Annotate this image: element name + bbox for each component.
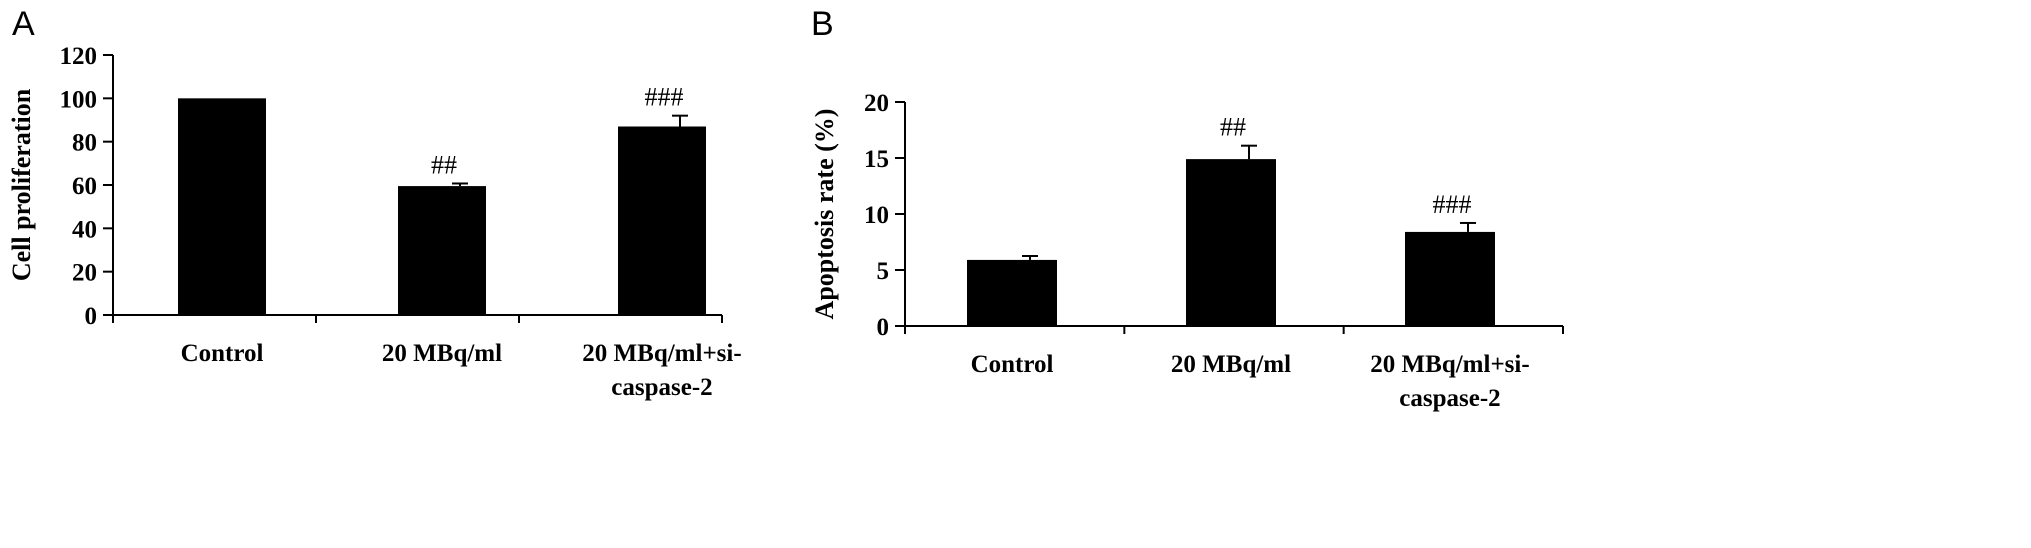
x-category-label: caspase-2: [1399, 385, 1500, 412]
y-tick-label: 10: [864, 202, 889, 229]
x-category-label: 20 MBq/ml: [382, 340, 502, 367]
bar: [178, 98, 266, 315]
significance-label: ###: [1433, 190, 1472, 219]
y-tick-label: 40: [72, 216, 97, 243]
y-tick-label: 0: [85, 303, 98, 330]
y-tick-label: 0: [877, 314, 890, 341]
bar: [1186, 159, 1276, 326]
significance-label: ##: [1220, 113, 1246, 142]
x-category-label: 20 MBq/ml+si-: [1370, 351, 1529, 378]
y-tick-label: 80: [72, 130, 97, 157]
bar: [967, 259, 1057, 326]
y-axis-title: Apoptosis rate (%): [810, 109, 839, 320]
panel-label: A: [12, 5, 35, 43]
y-tick-label: 20: [864, 90, 889, 117]
significance-label: ###: [645, 83, 684, 112]
y-tick-label: 5: [877, 258, 890, 285]
bar: [1405, 231, 1495, 326]
y-tick-label: 15: [864, 146, 889, 173]
y-tick-label: 100: [60, 86, 98, 113]
panel-label: B: [811, 5, 834, 43]
y-axis-title: Cell proliferation: [7, 88, 36, 281]
y-tick-label: 120: [60, 43, 98, 70]
bar: [398, 186, 486, 315]
y-tick-label: 20: [72, 260, 97, 287]
significance-label: ##: [431, 150, 457, 179]
x-category-label: Control: [181, 340, 264, 367]
x-category-label: Control: [971, 351, 1054, 378]
bar: [618, 126, 706, 315]
chart-panel-a: A 0 20 40 60 80 100 120 Cell proliferation Contro…: [7, 5, 742, 401]
x-category-label: 20 MBq/ml+si-: [582, 340, 741, 367]
y-tick-label: 60: [72, 173, 97, 200]
chart-panel-b: B 0 5 10 15 20 Apoptosis rate (%) Control ## 20 M…: [810, 5, 1564, 412]
x-category-label: caspase-2: [611, 374, 712, 401]
x-category-label: 20 MBq/ml: [1171, 351, 1291, 378]
